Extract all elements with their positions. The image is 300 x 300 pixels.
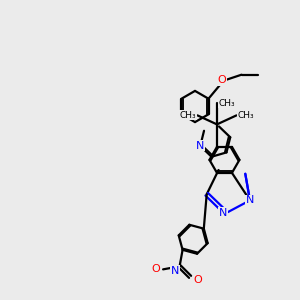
Text: N: N (219, 208, 227, 218)
Text: CH₃: CH₃ (218, 99, 235, 108)
Text: O: O (218, 75, 226, 85)
Text: O: O (193, 275, 202, 285)
Text: CH₃: CH₃ (179, 111, 196, 120)
Text: O: O (151, 264, 160, 274)
Text: N: N (171, 266, 179, 276)
Text: N: N (246, 195, 254, 206)
Text: CH₃: CH₃ (238, 111, 254, 120)
Text: N: N (196, 141, 205, 151)
